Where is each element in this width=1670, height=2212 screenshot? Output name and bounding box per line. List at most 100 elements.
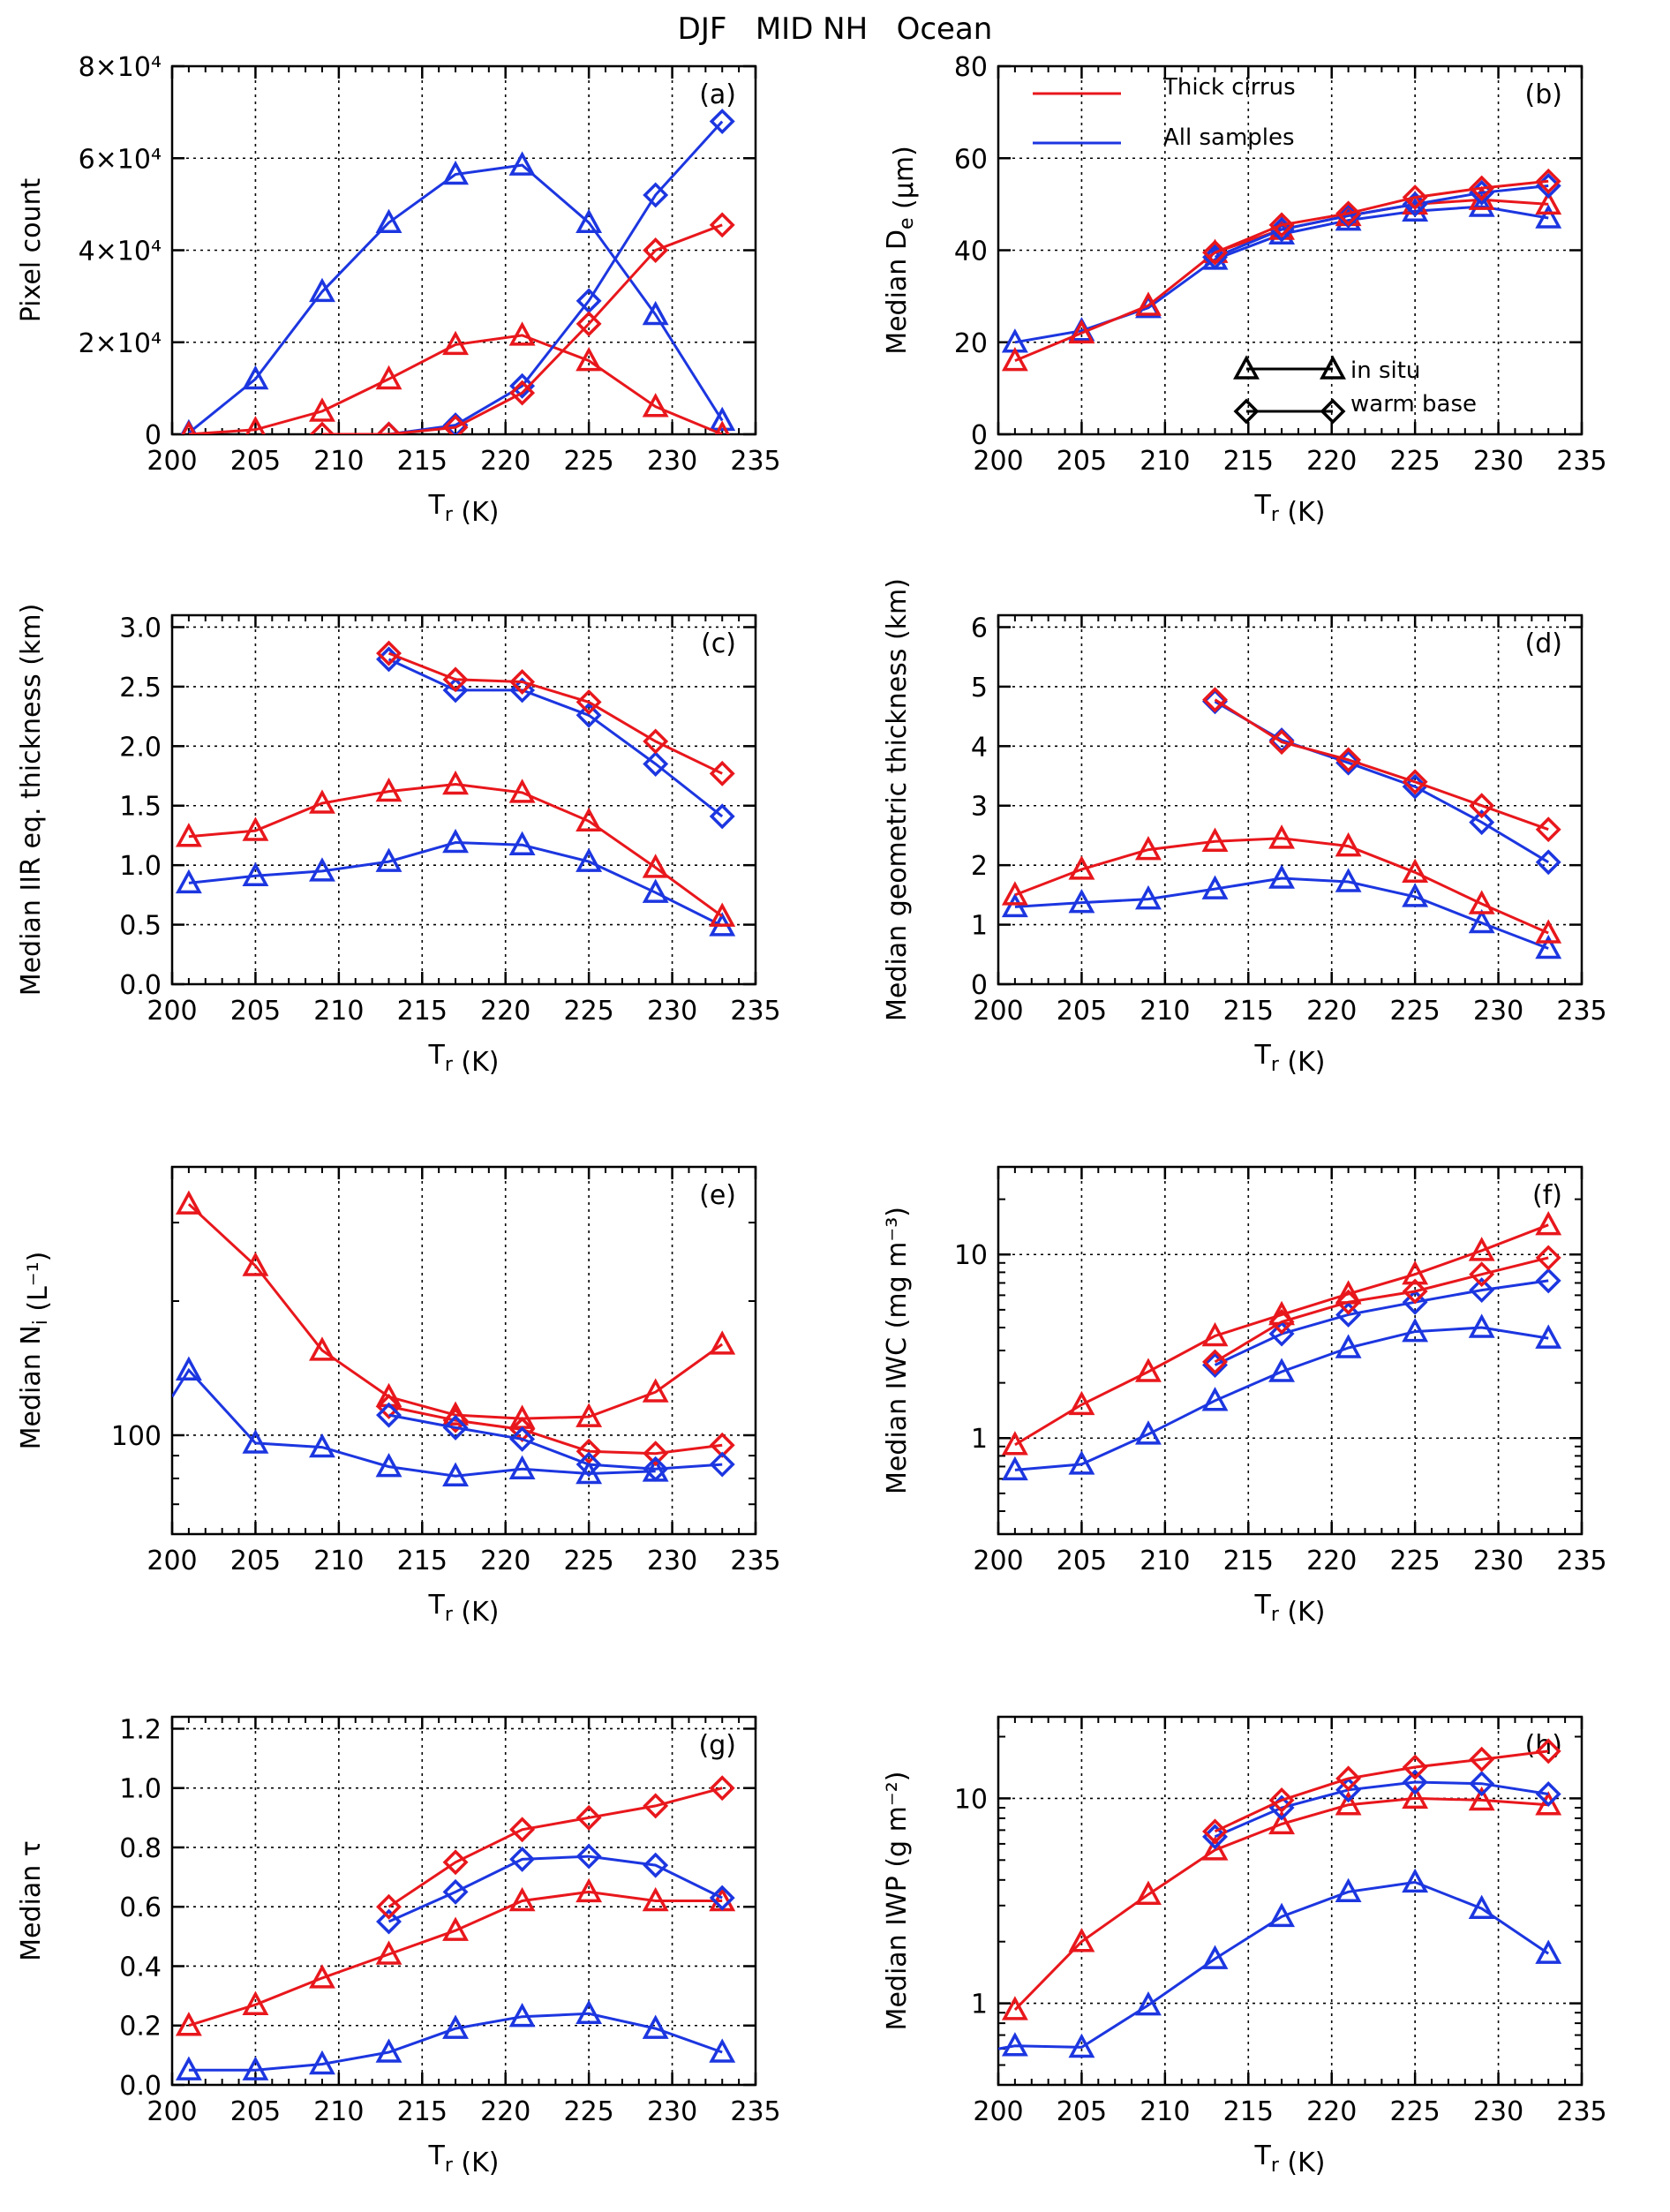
diamond-marker (1202, 1818, 1228, 1845)
diamond-marker (376, 1393, 402, 1419)
triangle-marker (309, 1336, 335, 1361)
triangle-marker (375, 777, 402, 802)
series-line-thick-diamond (322, 223, 723, 434)
panel-a: 200 205 210 215 220 225 230 235 0 2×10⁴ 4×10⁴ 6×10⁴… (16, 52, 781, 528)
x-tick-label: 215 (397, 446, 448, 477)
x-tick-label: 205 (1057, 1546, 1107, 1576)
legend-triangle-marker (1233, 355, 1260, 380)
series-line-all-diamond (1214, 1780, 1549, 1839)
y-tick-label: 1.0 (119, 851, 162, 882)
x-tick-label: 235 (730, 1546, 780, 1576)
triangle-marker (1468, 1894, 1495, 1919)
triangle-marker (1001, 881, 1028, 906)
triangle-marker (575, 1999, 603, 2025)
plot-frame (170, 1715, 757, 2087)
diamond-marker (1469, 1277, 1495, 1304)
y-tick-label: 0.4 (119, 1952, 162, 1983)
triangle-marker (181, 420, 197, 434)
triangle-marker (1468, 192, 1495, 217)
diamond-marker (1202, 239, 1228, 266)
x-tick-label: 220 (1306, 2096, 1357, 2127)
x-tick-label: 215 (397, 996, 448, 1027)
series-line-thick-triangle (188, 334, 723, 434)
legend-thick-label: Thick cirrus (1162, 74, 1296, 101)
x-tick-label: 235 (1556, 1546, 1606, 1576)
triangle-marker (1402, 1868, 1429, 1893)
diamond-marker (1335, 200, 1362, 227)
diamond-marker (1268, 216, 1295, 243)
panel-f: 200 205 210 215 220 225 230 235 1 10 Tr (K) Median … (882, 1165, 1607, 1628)
x-tick-label: 200 (147, 1546, 197, 1576)
plot-frame (997, 613, 1583, 986)
series-line-thick-triangle (1014, 1223, 1549, 1447)
triangle-marker (709, 406, 736, 432)
triangle-marker (709, 1330, 736, 1355)
diamond-marker (1268, 212, 1295, 238)
triangle-marker (575, 1403, 603, 1427)
triangle-marker (1201, 1836, 1229, 1861)
diamond-marker (1402, 1754, 1428, 1780)
diamond-marker (1535, 816, 1561, 843)
triangle-marker (1001, 892, 1028, 918)
y-tick-label: 0 (971, 970, 988, 1001)
series-line-thick-triangle (188, 1890, 723, 2028)
panel-b: 200 205 210 215 220 225 230 235 0 20 40 60 80 Tr (K) M… (882, 52, 1607, 528)
triangle-marker (245, 416, 266, 434)
triangle-marker (642, 300, 669, 326)
series-group (175, 1775, 736, 2080)
diamond-marker (442, 1407, 469, 1433)
y-tick-label: 0.0 (119, 970, 162, 1001)
legend-diamond-marker (1320, 398, 1346, 425)
diamond-marker (643, 751, 669, 778)
triangle-marker (1135, 1420, 1162, 1445)
x-tick-label: 215 (397, 1546, 448, 1576)
y-axis-label: Median De (μm) (882, 146, 920, 355)
diamond-marker (709, 760, 735, 786)
diamond-marker (509, 380, 536, 406)
figure-title: DJF MID NH Ocean (678, 11, 993, 47)
diamond-marker (1268, 1309, 1295, 1335)
triangle-marker (1268, 824, 1296, 849)
series-line-all-triangle (188, 840, 723, 928)
x-tick-label: 215 (397, 2096, 448, 2127)
triangle-marker (442, 828, 470, 854)
series-line-all-triangle (998, 1880, 1550, 2050)
diamond-marker (1535, 1738, 1561, 1764)
diamond-marker (1202, 1351, 1228, 1378)
diamond-marker (1202, 1349, 1228, 1375)
y-tick-label: 0.2 (119, 2012, 162, 2043)
x-tick-label: 205 (230, 446, 281, 477)
y-tick-label: 1.5 (119, 792, 162, 823)
series-group (998, 1738, 1562, 2058)
x-axis-label: Tr (K) (428, 1040, 500, 1078)
triangle-marker (1135, 884, 1162, 910)
panel-label: (f) (1532, 1180, 1562, 1211)
triangle-marker (1068, 1390, 1095, 1416)
triangle-marker (709, 2038, 736, 2063)
series-group (172, 1190, 736, 1486)
triangle-marker (1201, 827, 1229, 852)
diamond-marker (376, 1908, 402, 1935)
y-axis-label: Median IWP (g m⁻²) (882, 1772, 913, 2031)
y-tick-label: 2.0 (119, 732, 162, 763)
triangle-marker (1268, 1358, 1296, 1382)
triangle-marker (242, 861, 269, 887)
triangle-marker (442, 330, 470, 356)
y-tick-label: 10 (954, 1240, 988, 1271)
triangle-marker (1468, 1313, 1495, 1338)
triangle-marker (309, 1964, 335, 1989)
triangle-marker (375, 1940, 402, 1965)
plot-frame (170, 613, 757, 986)
y-tick-label: 1.2 (119, 1714, 162, 1745)
triangle-marker (309, 277, 335, 303)
y-tick-label: 100 (111, 1421, 162, 1452)
triangle-marker (375, 365, 402, 390)
triangle-marker (1268, 1902, 1296, 1928)
triangle-marker (508, 2002, 536, 2028)
triangle-marker (575, 847, 603, 872)
plot-frame (997, 1715, 1583, 2087)
triangle-marker (508, 1455, 536, 1479)
series-group (180, 109, 736, 434)
triangle-marker (642, 393, 669, 418)
diamond-marker (1535, 1781, 1561, 1807)
